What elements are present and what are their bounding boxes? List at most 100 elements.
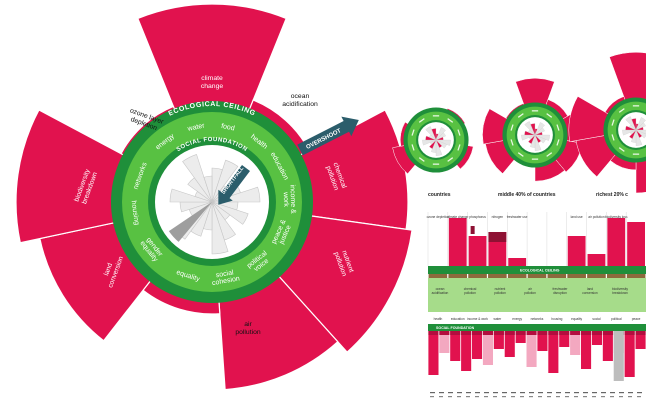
mini-doughnut-middle <box>482 78 583 182</box>
top-bar <box>607 218 626 266</box>
bottom-bar <box>450 331 461 361</box>
brown-bar <box>507 274 527 279</box>
top-bar-label: nitrogen <box>492 215 504 219</box>
social-label-housing: housing <box>130 200 140 225</box>
axis-tick-label <box>547 396 551 398</box>
top-bar <box>508 258 527 266</box>
axis-tick-label <box>430 396 434 398</box>
axis-tick-label <box>475 392 480 394</box>
brown-bar <box>567 274 586 279</box>
axis-tick-label <box>538 392 543 394</box>
axis-tick-label <box>583 396 587 398</box>
mini-ring-label <box>418 157 425 162</box>
social-label-social: socialcohesion <box>210 268 240 287</box>
axis-tick-label <box>628 396 632 398</box>
axis-tick-label <box>538 396 542 398</box>
brown-bar <box>587 274 606 280</box>
eco-label-ocean: ocean acidification <box>282 93 318 108</box>
axis-tick-label <box>493 392 498 394</box>
mini-ring-label <box>531 110 539 112</box>
bottom-bar <box>624 331 635 377</box>
axis-tick-label <box>583 392 588 394</box>
mini-ring-label <box>611 134 615 141</box>
bottom-bar-grey <box>613 331 624 381</box>
bottom-bar-cap <box>482 331 493 335</box>
axis-tick-label <box>511 396 515 398</box>
axis-tick-label <box>601 396 605 398</box>
social-label-income: income &work <box>281 184 296 214</box>
overshoot-wedges <box>15 3 413 391</box>
lower-label: peace <box>632 317 641 321</box>
top-bar <box>567 236 586 266</box>
axis-tick-label <box>556 392 561 394</box>
bottom-bar <box>570 331 581 355</box>
lower-label: water <box>493 317 502 321</box>
axis-tick-label <box>511 392 516 394</box>
bottom-bar-cap <box>635 331 646 335</box>
green-band-label: chemical pollution <box>464 287 477 295</box>
mini-doughnuts <box>392 52 646 194</box>
axis-tick-label <box>565 392 570 394</box>
bottom-bar <box>428 331 439 375</box>
mini-ring-label <box>510 139 514 146</box>
green-band-label: biodiversity breakdown <box>612 287 628 295</box>
shortfall-wedge <box>203 175 213 203</box>
green-band-label: freshwater disruption <box>553 287 569 295</box>
mini-ring-label <box>418 118 425 123</box>
axis-tick-label <box>610 396 614 398</box>
mini-shortfall-wedge <box>530 123 536 136</box>
top-bar-label: ozone depletion <box>427 215 450 219</box>
top-bar-label: phosphorus <box>469 215 486 219</box>
bottom-bar-cap <box>526 331 537 335</box>
mini-ring-label <box>510 124 514 131</box>
overshoot-wedge-biodiversity <box>15 109 129 244</box>
top-bar-dark <box>470 226 475 234</box>
social-label-food: food <box>220 123 235 133</box>
axis-tick-label <box>592 392 597 394</box>
mini-ring-label <box>411 129 415 136</box>
foundation-band <box>428 324 646 331</box>
brown-bar <box>626 274 646 279</box>
mini-ring-label <box>556 124 560 131</box>
top-bar-label: climate change <box>447 215 469 219</box>
bottom-bar-cap <box>602 331 613 335</box>
axis-tick-label <box>439 396 443 398</box>
bottom-bar-cap <box>570 331 581 335</box>
axis-tick-label <box>457 396 461 398</box>
overshoot-wedge-climate <box>137 3 287 114</box>
bottom-bar-cap <box>472 331 483 335</box>
bottom-bar <box>559 331 570 347</box>
lower-labels: health education income & work water energy n… <box>434 317 641 321</box>
axis-tick-label <box>601 392 606 394</box>
axis-tick-label <box>520 396 524 398</box>
top-bar-dark <box>488 232 507 242</box>
axis-tick-label <box>430 392 435 394</box>
mini-overshoot-wedge <box>635 159 646 194</box>
axis-tick-label <box>520 392 525 394</box>
bottom-bar <box>439 331 450 353</box>
axis-tick-label <box>448 392 453 394</box>
top-bar-label: air pollution <box>588 215 605 219</box>
bottom-bar <box>591 331 602 345</box>
axis-tick-label <box>484 392 489 394</box>
top-bar <box>627 222 645 266</box>
mini-ring-label <box>632 105 640 107</box>
green-band-label: air pollution <box>524 287 536 295</box>
ceiling-band-label: ECOLOGICAL CEILING <box>520 269 560 273</box>
mini-ring-label <box>432 163 440 165</box>
mini-ring-label <box>632 153 640 155</box>
green-band-label: ocean acidification <box>432 287 449 295</box>
axis-tick-label <box>448 396 452 398</box>
foundation-band-label: SOCIAL FOUNDATION <box>436 326 475 330</box>
bottom-bar-cap <box>428 331 439 335</box>
axis-tick-label <box>484 396 488 398</box>
brown-bar <box>488 274 507 278</box>
green-band-label: nutrient pollution <box>494 287 506 295</box>
mini-caption-1: countries <box>428 192 451 198</box>
axis-tick-label <box>610 392 615 394</box>
mini-doughnut-richest <box>568 52 646 194</box>
bottom-bar <box>515 331 526 343</box>
mini-caption-3: richest 20% c <box>596 192 628 198</box>
